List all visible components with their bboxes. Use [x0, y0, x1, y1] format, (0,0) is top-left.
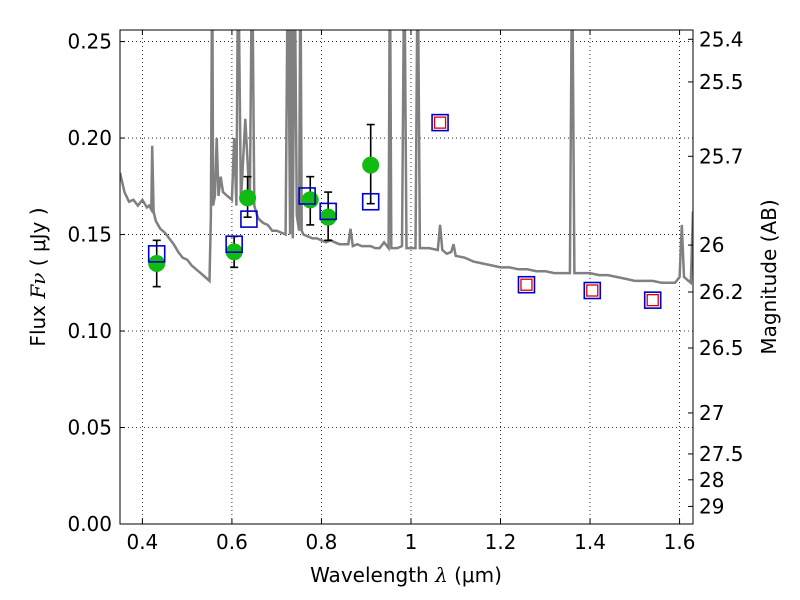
model-photometry-square [583, 281, 602, 300]
x-tick-label: 1.4 [574, 530, 606, 554]
model-photometry-square [240, 210, 258, 228]
observed-point [239, 189, 257, 207]
y-tick-label: 0.05 [67, 416, 112, 440]
upper-limit-squares [433, 116, 659, 307]
observed-point [362, 156, 380, 174]
y-axis-title-prefix: Flux [26, 299, 50, 347]
y-tick-label: 0.25 [67, 30, 112, 54]
model-photometry-square [225, 235, 243, 253]
x-tick-label: 1.2 [485, 530, 517, 554]
y-tick-label: 0.15 [67, 223, 112, 247]
x-tick-label: 0.8 [306, 530, 338, 554]
upper-limit-square [520, 278, 533, 291]
magnitude-tick-label: 25.5 [699, 70, 744, 94]
magnitude-tick-label: 26 [699, 233, 724, 257]
magnitude-tick-label: 26.5 [699, 336, 744, 360]
y-axis-ticks: 0.00 0.05 0.10 0.15 0.20 0.25 [67, 30, 125, 536]
y-axis-title-suffix: ( μJy ) [26, 207, 50, 272]
y-tick-label: 0.00 [67, 512, 112, 536]
y-tick-label: 0.20 [67, 126, 112, 150]
magnitude-tick-label: 29 [699, 494, 724, 518]
magnitude-axis-title: Magnitude (AB) [757, 199, 781, 354]
observed-point [148, 254, 166, 272]
upper-limit-square [646, 294, 659, 307]
x-axis-title-prefix: Wavelength [310, 563, 435, 587]
y-axis-title-symbol: Fν [26, 273, 50, 300]
x-tick-label: 0.6 [216, 530, 248, 554]
y-axis-title: Flux Fν ( μJy ) [26, 207, 50, 346]
x-axis-ticks: 0.4 0.6 0.8 1 1.2 1.4 1.6 [126, 30, 695, 554]
model-photometry-square [361, 192, 380, 211]
magnitude-tick-label: 27 [699, 401, 724, 425]
model-photometry-square [147, 245, 166, 263]
x-axis-title: Wavelength λ (μm) [310, 563, 502, 587]
model-photometry-square [517, 275, 536, 294]
magnitude-tick-label: 25.4 [699, 27, 744, 51]
magnitude-tick-label: 25.7 [699, 144, 744, 168]
magnitude-tick-label: 26.2 [699, 280, 744, 304]
upper-limit-square [433, 116, 447, 129]
model-spectrum-line [120, 30, 693, 286]
upper-limit-square [586, 284, 599, 297]
y-tick-label: 0.10 [67, 319, 112, 343]
model-photometry-square [431, 113, 449, 132]
model-photometry-squares [147, 113, 662, 309]
observed-points [148, 123, 380, 288]
plot-frame [119, 29, 694, 525]
x-tick-label: 1.6 [664, 530, 696, 554]
magnitude-tick-label: 27.5 [699, 442, 744, 466]
observed-point [319, 208, 337, 226]
x-axis-title-symbol: λ [434, 563, 448, 587]
plot-area [120, 30, 693, 309]
model-photometry-square [643, 291, 662, 309]
magnitude-tick-label: 28 [699, 468, 724, 492]
model-photometry-square [298, 187, 316, 205]
x-tick-label: 1 [405, 530, 418, 554]
x-tick-label: 0.4 [126, 530, 158, 554]
x-axis-title-suffix: (μm) [448, 563, 502, 587]
model-photometry-square [319, 202, 337, 221]
